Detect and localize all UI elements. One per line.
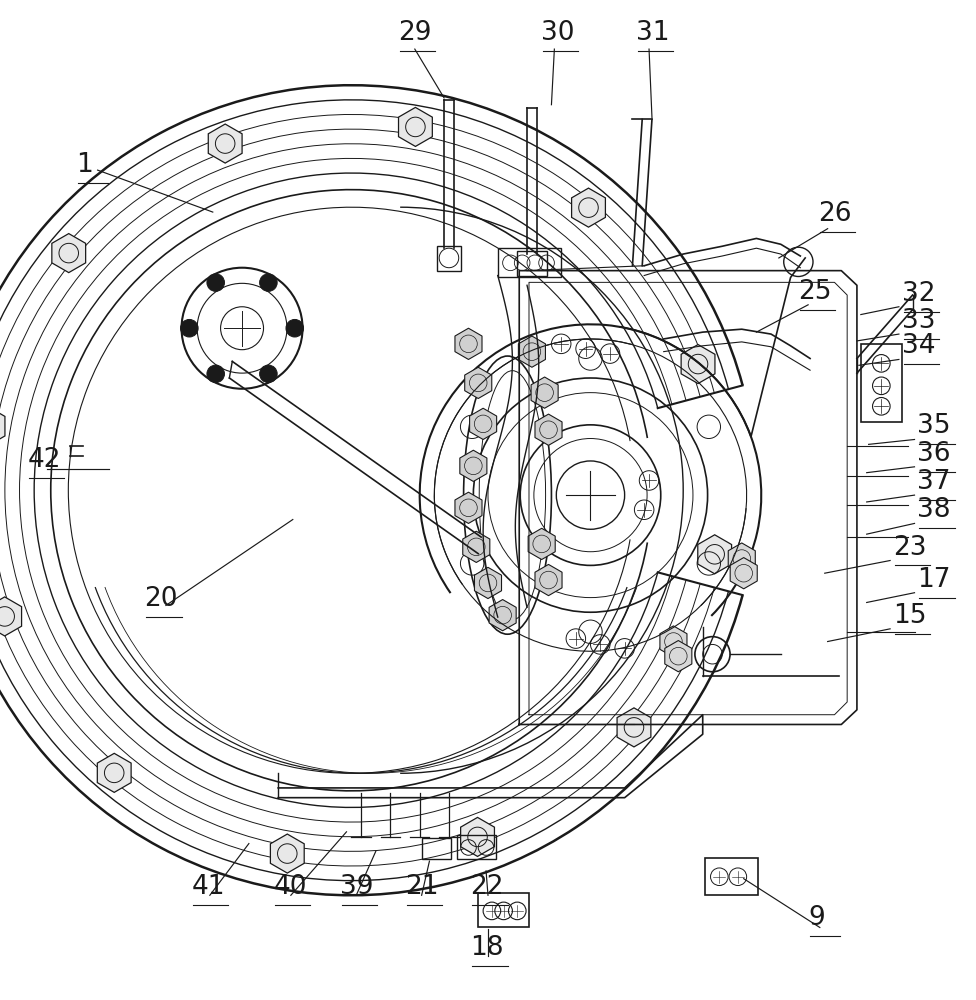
Polygon shape bbox=[528, 528, 555, 560]
Text: 17: 17 bbox=[917, 567, 951, 593]
Polygon shape bbox=[455, 328, 482, 359]
Polygon shape bbox=[465, 367, 492, 398]
Text: 29: 29 bbox=[398, 20, 431, 46]
Circle shape bbox=[207, 274, 224, 291]
Text: 40: 40 bbox=[273, 874, 306, 900]
Text: 32: 32 bbox=[902, 281, 935, 307]
Circle shape bbox=[181, 319, 198, 337]
Text: 35: 35 bbox=[917, 413, 951, 439]
Polygon shape bbox=[489, 600, 516, 631]
Polygon shape bbox=[98, 753, 131, 792]
Text: 20: 20 bbox=[144, 586, 178, 612]
Circle shape bbox=[286, 319, 304, 337]
Polygon shape bbox=[681, 345, 715, 384]
Bar bbox=[478, 893, 529, 927]
Text: 38: 38 bbox=[917, 497, 951, 523]
Bar bbox=[437, 246, 461, 271]
Text: 15: 15 bbox=[893, 603, 926, 629]
Polygon shape bbox=[535, 564, 562, 596]
Circle shape bbox=[260, 274, 277, 291]
Polygon shape bbox=[0, 407, 5, 446]
Polygon shape bbox=[572, 188, 605, 227]
Text: 25: 25 bbox=[798, 279, 832, 305]
Text: 41: 41 bbox=[191, 874, 224, 900]
Polygon shape bbox=[463, 531, 490, 562]
Bar bbox=[705, 858, 758, 895]
Bar bbox=[861, 344, 902, 422]
Polygon shape bbox=[698, 535, 732, 574]
Polygon shape bbox=[474, 567, 502, 599]
Polygon shape bbox=[531, 377, 558, 408]
Text: 39: 39 bbox=[340, 874, 373, 900]
Text: 36: 36 bbox=[917, 441, 951, 467]
Text: 9: 9 bbox=[808, 905, 825, 931]
Bar bbox=[498, 248, 561, 277]
Polygon shape bbox=[617, 708, 651, 747]
Polygon shape bbox=[208, 124, 242, 163]
Bar bbox=[422, 838, 451, 859]
Circle shape bbox=[207, 365, 224, 383]
Text: 23: 23 bbox=[893, 535, 926, 561]
Polygon shape bbox=[730, 558, 757, 589]
Text: 31: 31 bbox=[636, 20, 670, 46]
Polygon shape bbox=[0, 597, 21, 636]
Polygon shape bbox=[665, 641, 692, 672]
Circle shape bbox=[260, 365, 277, 383]
Polygon shape bbox=[461, 817, 495, 856]
Polygon shape bbox=[460, 450, 487, 481]
Text: 42: 42 bbox=[27, 447, 61, 473]
Bar bbox=[517, 251, 547, 276]
Text: 37: 37 bbox=[917, 469, 951, 495]
Text: 26: 26 bbox=[818, 201, 851, 227]
Polygon shape bbox=[518, 336, 546, 367]
Text: 1: 1 bbox=[76, 152, 93, 178]
Polygon shape bbox=[535, 414, 562, 445]
Polygon shape bbox=[270, 834, 305, 873]
Text: 34: 34 bbox=[902, 333, 935, 359]
Text: 21: 21 bbox=[405, 874, 438, 900]
Polygon shape bbox=[728, 543, 755, 574]
Polygon shape bbox=[455, 492, 482, 523]
Polygon shape bbox=[398, 107, 432, 146]
Bar bbox=[457, 835, 496, 859]
Polygon shape bbox=[52, 234, 86, 273]
Text: 33: 33 bbox=[902, 308, 935, 334]
Polygon shape bbox=[660, 626, 687, 657]
Text: 22: 22 bbox=[470, 874, 504, 900]
Text: 30: 30 bbox=[541, 20, 574, 46]
Text: 18: 18 bbox=[470, 935, 504, 961]
Polygon shape bbox=[469, 408, 497, 439]
